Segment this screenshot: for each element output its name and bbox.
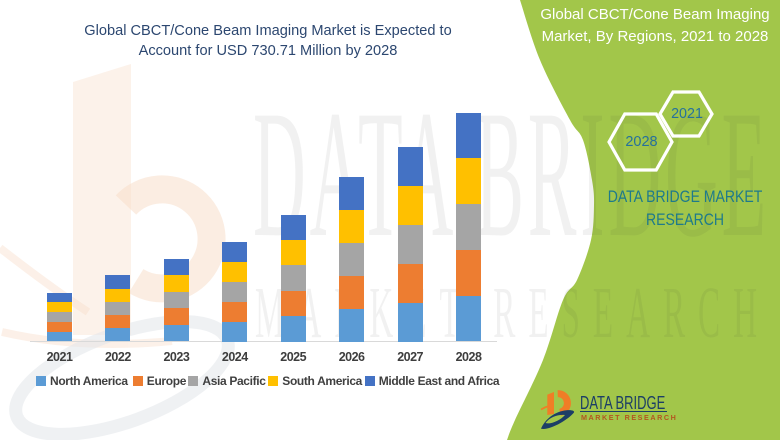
- svg-text:MARKET RESEARCH: MARKET RESEARCH: [255, 272, 770, 354]
- svg-text:DATA BRIDGE: DATA BRIDGE: [253, 72, 770, 275]
